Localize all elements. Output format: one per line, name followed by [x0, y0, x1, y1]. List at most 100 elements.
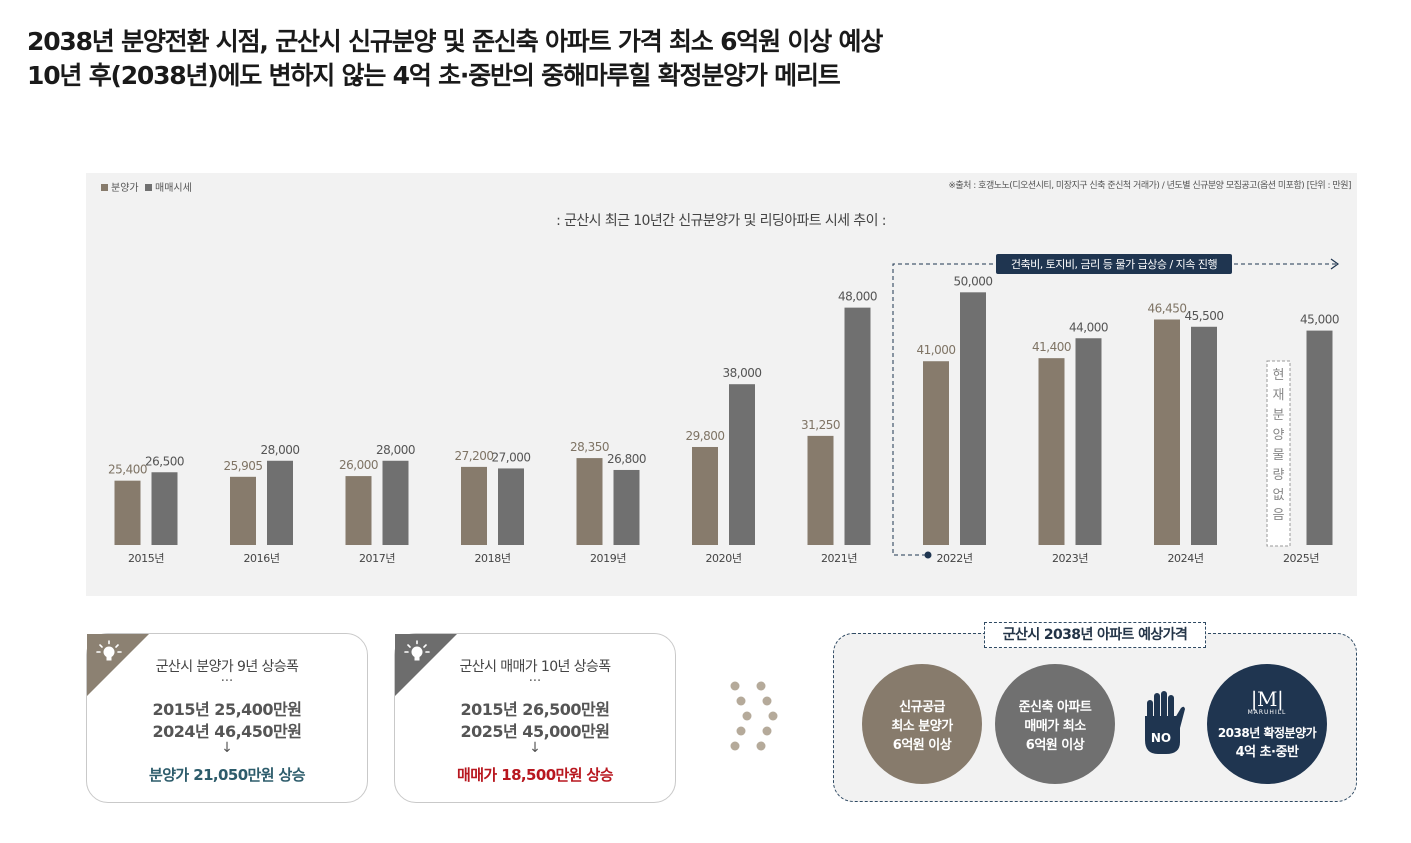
- bar-market-2017년: [382, 460, 409, 545]
- bar-market-2023년: [1075, 338, 1102, 545]
- bar-chart: 분양가 매매시세 ※출처 : 호갱노노(디오션시티, 미장지구 신축 준신척 거…: [101, 179, 1352, 565]
- bar-market-2022년: [960, 292, 986, 545]
- bar-market-2016년: [267, 460, 293, 545]
- data-label: 25,905: [224, 459, 263, 473]
- bar-sale-2024년: [1154, 319, 1180, 545]
- forecast-label: 군산시 2038년 아파트 예상가격: [984, 622, 1206, 648]
- card-line-1: 2015년 25,400만원: [152, 700, 302, 719]
- circle-text-line: 매매가 최소: [1024, 718, 1086, 734]
- card-title: 군산시 매매가 10년 상승폭: [459, 659, 612, 675]
- stop-hand-icon: NO: [1145, 691, 1185, 754]
- card-line-1: 2015년 26,500만원: [460, 700, 610, 719]
- x-tick-label: 2019년: [590, 552, 626, 565]
- bar-market-2019년: [613, 469, 640, 545]
- x-tick-label: 2016년: [243, 552, 279, 565]
- bar-market-2024년: [1191, 326, 1217, 545]
- data-label: 46,450: [1148, 301, 1187, 315]
- chart-source-note: ※출처 : 호갱노노(디오션시티, 미장지구 신축 준신척 거래가) / 년도별…: [948, 179, 1351, 191]
- legend-label-sale: 분양가: [111, 182, 139, 194]
- bar-market-2021년: [844, 307, 871, 545]
- data-label: 48,000: [838, 290, 877, 304]
- chart-panel: 분양가 매매시세 ※출처 : 호갱노노(디오션시티, 미장지구 신축 준신척 거…: [86, 173, 1357, 596]
- card-line-2: 2024년 46,450만원: [152, 722, 302, 741]
- data-label: 44,000: [1069, 320, 1108, 334]
- data-label: 41,000: [917, 343, 956, 357]
- market-price-increase-card: 군산시 매매가 10년 상승폭 ··· 2015년 26,500만원 2025년…: [394, 633, 676, 803]
- circle-text-line: 최소 분양가: [891, 718, 953, 734]
- bar-sale-2016년: [230, 476, 256, 545]
- maruhill-logo: |M|: [1250, 686, 1284, 711]
- x-tick-label: 2018년: [474, 552, 510, 565]
- chart-title: : 군산시 최근 10년간 신규분양가 및 리딩아파트 시세 추이 :: [556, 213, 886, 229]
- circle-maruhill: |M| MARUHILL 2038년 확정분양가 4억 초·중반: [1207, 664, 1327, 784]
- bar-market-2015년: [151, 472, 178, 545]
- legend-swatch-sale: [101, 184, 108, 191]
- circle-text-line: 2038년 확정분양가: [1217, 725, 1317, 740]
- x-tick-label: 2023년: [1052, 552, 1088, 565]
- x-tick-label: 2017년: [359, 552, 395, 565]
- card-result: 분양가 21,050만원 상승: [149, 766, 306, 784]
- down-arrow-icon: ↓: [529, 740, 541, 756]
- data-label: 45,500: [1185, 309, 1224, 323]
- trend-annotation: 건축비, 토지비, 금리 등 물가 급상승 / 지속 진행: [892, 254, 1340, 559]
- bar-market-2025년: [1306, 330, 1333, 545]
- x-tick-label: 2020년: [705, 552, 741, 565]
- circle-text-line: 4억 초·중반: [1235, 744, 1299, 760]
- no-label: NO: [1151, 731, 1171, 745]
- circle-text-line: 준신축 아파트: [1018, 699, 1092, 715]
- bar-sale-2015년: [114, 480, 141, 545]
- data-label: 38,000: [723, 366, 762, 380]
- data-label: 26,000: [339, 458, 378, 472]
- bar-sale-2022년: [923, 361, 949, 545]
- chevron-right-icon: [730, 681, 778, 751]
- data-label: 50,000: [954, 274, 993, 288]
- trend-annotation-label: 건축비, 토지비, 금리 등 물가 급상승 / 지속 진행: [1011, 258, 1217, 271]
- bar-sale-2017년: [345, 476, 372, 545]
- data-label: 26,500: [145, 454, 184, 468]
- card-result: 매매가 18,500만원 상승: [457, 766, 614, 784]
- data-label: 41,400: [1032, 340, 1071, 354]
- bar-sale-2021년: [807, 435, 834, 545]
- x-tick-label: 2025년: [1283, 552, 1319, 565]
- data-label: 27,000: [492, 450, 531, 464]
- circle-text-line: 6억원 이상: [1025, 737, 1085, 753]
- data-label: 29,800: [686, 429, 725, 443]
- data-label: 28,000: [261, 443, 300, 457]
- bar-sale-2018년: [461, 466, 487, 545]
- data-label: 25,400: [108, 463, 147, 477]
- data-label: 28,350: [570, 440, 609, 454]
- legend-swatch-market: [145, 184, 152, 191]
- data-label: 26,800: [607, 452, 646, 466]
- logo-text: MARUHILL: [1247, 708, 1287, 716]
- card-dots: ···: [528, 674, 542, 689]
- data-label: 31,250: [801, 418, 840, 432]
- card-title: 군산시 분양가 9년 상승폭: [155, 659, 299, 675]
- circle-text-line: 신규공급: [899, 699, 945, 715]
- data-label: 45,000: [1300, 313, 1339, 327]
- x-tick-label: 2015년: [128, 552, 164, 565]
- legend-label-market: 매매시세: [155, 182, 192, 194]
- sale-price-increase-card: 군산시 분양가 9년 상승폭 ··· 2015년 25,400만원 2024년 …: [86, 633, 368, 803]
- lightbulb-icon: [96, 640, 122, 661]
- bar-sale-2019년: [576, 458, 603, 545]
- lightbulb-icon: [404, 640, 430, 661]
- headline-line-1: 2038년 분양전환 시점, 군산시 신규분양 및 준신축 아파트 가격 최소 …: [27, 27, 883, 56]
- headline-line-2: 10년 후(2038년)에도 변하지 않는 4억 초·중반의 중해마루힐 확정분…: [27, 61, 841, 90]
- down-arrow-icon: ↓: [221, 740, 233, 756]
- x-tick-label: 2024년: [1167, 552, 1203, 565]
- bar-sale-2023년: [1038, 358, 1065, 545]
- data-label: 28,000: [376, 443, 415, 457]
- chart-legend: 분양가 매매시세: [101, 182, 192, 194]
- circle-text-line: 6억원 이상: [892, 737, 952, 753]
- card-dots: ···: [220, 674, 234, 689]
- logo-mark: M: [1257, 686, 1277, 711]
- bar-market-2020년: [729, 384, 755, 545]
- x-tick-label: 2022년: [936, 552, 972, 565]
- x-tick-label: 2021년: [821, 552, 857, 565]
- bar-market-2018년: [498, 468, 524, 545]
- circle-new-supply: 신규공급 최소 분양가 6억원 이상: [862, 664, 982, 784]
- card-line-2: 2025년 45,000만원: [460, 722, 610, 741]
- data-label: 27,200: [455, 449, 494, 463]
